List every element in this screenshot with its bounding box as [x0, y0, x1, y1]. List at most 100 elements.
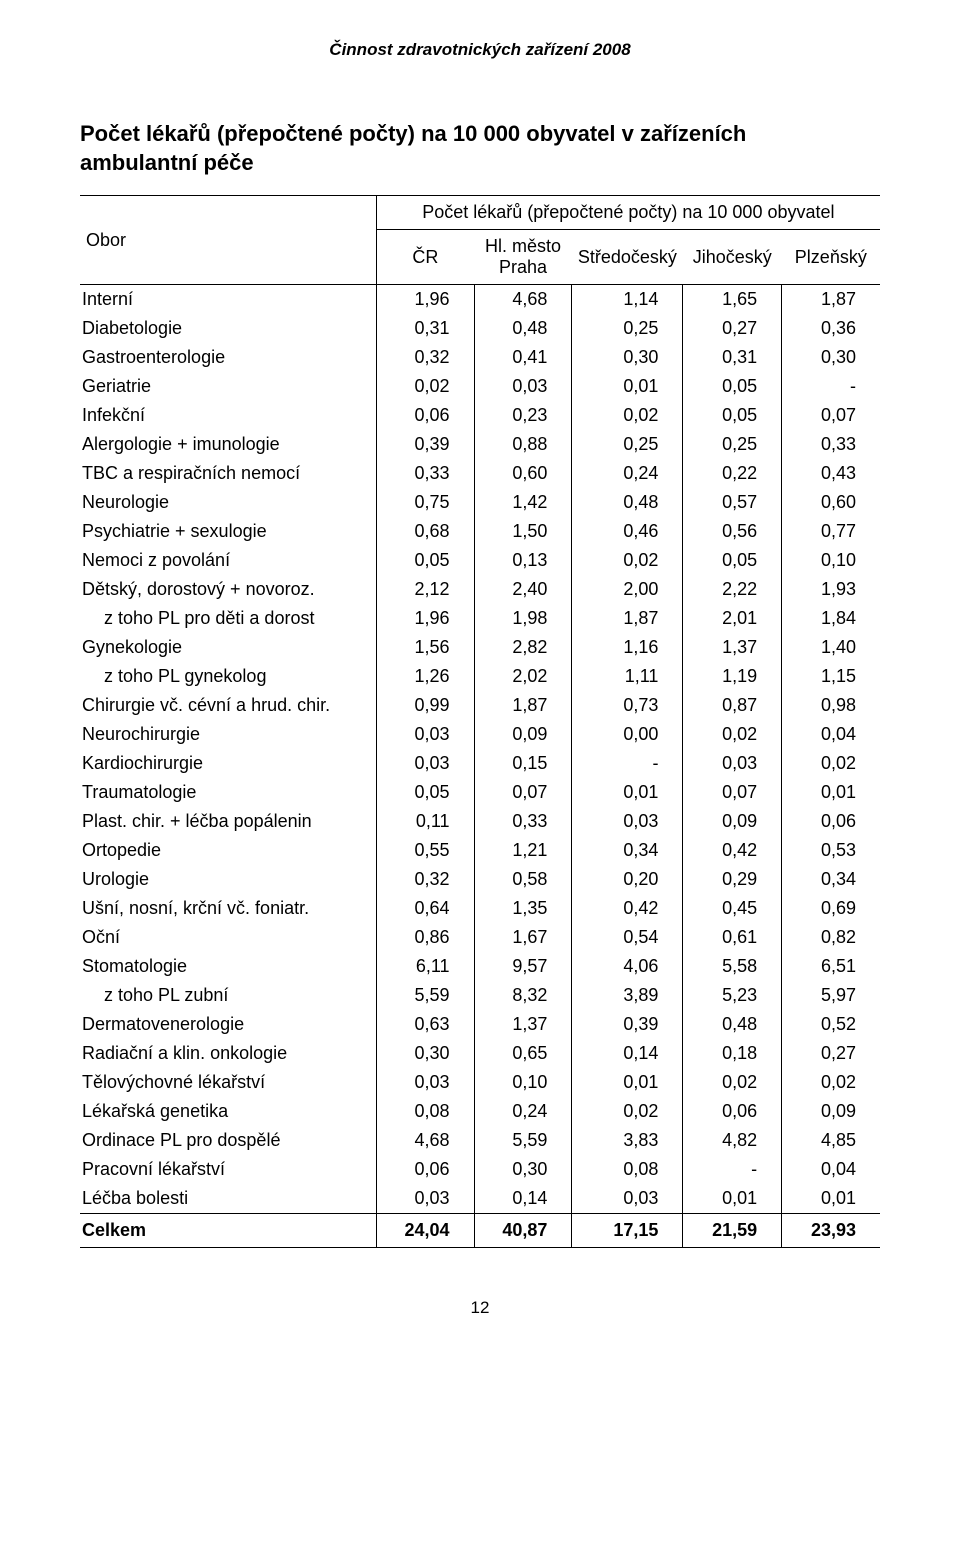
row-value: 0,09	[474, 720, 572, 749]
row-value: 0,09	[683, 807, 782, 836]
row-value: 0,03	[572, 1184, 683, 1214]
row-value: 0,03	[376, 720, 474, 749]
table-row: Léčba bolesti0,030,140,030,010,01	[80, 1184, 880, 1214]
table-row: Gastroenterologie0,320,410,300,310,30	[80, 343, 880, 372]
row-value: 0,87	[683, 691, 782, 720]
row-value: 0,61	[683, 923, 782, 952]
row-value: 0,02	[782, 749, 880, 778]
row-value: 0,03	[683, 749, 782, 778]
row-value: 0,48	[572, 488, 683, 517]
row-value: 3,89	[572, 981, 683, 1010]
row-value: 0,58	[474, 865, 572, 894]
header-col-0: ČR	[376, 230, 474, 285]
row-value: 0,30	[782, 343, 880, 372]
table-row: Chirurgie vč. cévní a hrud. chir.0,991,8…	[80, 691, 880, 720]
page-number: 12	[80, 1298, 880, 1318]
row-value: -	[782, 372, 880, 401]
row-label: Interní	[80, 285, 376, 315]
row-value: 1,35	[474, 894, 572, 923]
row-value: 1,96	[376, 285, 474, 315]
row-value: 1,56	[376, 633, 474, 662]
row-value: 4,85	[782, 1126, 880, 1155]
table-row: Ortopedie0,551,210,340,420,53	[80, 836, 880, 865]
row-value: 1,14	[572, 285, 683, 315]
row-value: 0,10	[782, 546, 880, 575]
row-value: 1,19	[683, 662, 782, 691]
row-label: Chirurgie vč. cévní a hrud. chir.	[80, 691, 376, 720]
row-value: 0,52	[782, 1010, 880, 1039]
row-value: 0,48	[474, 314, 572, 343]
row-value: 1,26	[376, 662, 474, 691]
row-value: 0,34	[782, 865, 880, 894]
row-label: Stomatologie	[80, 952, 376, 981]
row-value: 0,57	[683, 488, 782, 517]
row-value: 0,98	[782, 691, 880, 720]
row-value: 1,65	[683, 285, 782, 315]
row-value: 2,82	[474, 633, 572, 662]
row-value: 0,65	[474, 1039, 572, 1068]
row-value: 0,48	[683, 1010, 782, 1039]
row-value: 0,08	[376, 1097, 474, 1126]
title-line-1: Počet lékařů (přepočtené počty) na 10 00…	[80, 121, 746, 146]
table-row: Kardiochirurgie0,030,15-0,030,02	[80, 749, 880, 778]
row-value: 0,86	[376, 923, 474, 952]
table-super-header-row: Obor Počet lékařů (přepočtené počty) na …	[80, 196, 880, 230]
row-value: 0,06	[683, 1097, 782, 1126]
row-value: 0,75	[376, 488, 474, 517]
table-row: Ordinace PL pro dospělé4,685,593,834,824…	[80, 1126, 880, 1155]
row-label: Ortopedie	[80, 836, 376, 865]
row-value: 1,50	[474, 517, 572, 546]
row-value: 0,03	[376, 1184, 474, 1214]
total-value: 23,93	[782, 1214, 880, 1248]
row-value: 0,05	[683, 401, 782, 430]
row-value: 0,06	[376, 1155, 474, 1184]
row-label: Ušní, nosní, krční vč. foniatr.	[80, 894, 376, 923]
row-value: 0,32	[376, 865, 474, 894]
row-value: 1,11	[572, 662, 683, 691]
data-table: Obor Počet lékařů (přepočtené počty) na …	[80, 195, 880, 1248]
row-value: 1,40	[782, 633, 880, 662]
row-value: 0,23	[474, 401, 572, 430]
table-body: Interní1,964,681,141,651,87Diabetologie0…	[80, 285, 880, 1248]
header-col-2: Středočeský	[572, 230, 683, 285]
running-header: Činnost zdravotnických zařízení 2008	[80, 40, 880, 60]
row-value: 0,31	[683, 343, 782, 372]
header-col-3: Jihočeský	[683, 230, 782, 285]
row-value: 0,02	[572, 546, 683, 575]
row-value: 0,18	[683, 1039, 782, 1068]
row-value: 0,01	[782, 778, 880, 807]
row-value: -	[683, 1155, 782, 1184]
row-value: 4,68	[474, 285, 572, 315]
row-value: 0,05	[683, 546, 782, 575]
row-label: Geriatrie	[80, 372, 376, 401]
row-value: 0,25	[572, 314, 683, 343]
row-label: Gynekologie	[80, 633, 376, 662]
row-value: 1,16	[572, 633, 683, 662]
row-label: Dermatovenerologie	[80, 1010, 376, 1039]
row-value: 0,32	[376, 343, 474, 372]
row-value: 0,22	[683, 459, 782, 488]
row-value: 0,54	[572, 923, 683, 952]
row-value: 0,08	[572, 1155, 683, 1184]
row-value: 0,10	[474, 1068, 572, 1097]
row-label: Tělovýchovné lékařství	[80, 1068, 376, 1097]
row-value: 0,31	[376, 314, 474, 343]
row-value: 0,55	[376, 836, 474, 865]
row-value: 4,82	[683, 1126, 782, 1155]
row-value: 0,24	[474, 1097, 572, 1126]
row-value: 0,39	[376, 430, 474, 459]
row-value: 0,25	[683, 430, 782, 459]
page-title: Počet lékařů (přepočtené počty) na 10 00…	[80, 120, 880, 177]
row-value: 0,07	[474, 778, 572, 807]
title-line-2: ambulantní péče	[80, 150, 254, 175]
total-value: 24,04	[376, 1214, 474, 1248]
row-value: 0,33	[376, 459, 474, 488]
row-value: 4,06	[572, 952, 683, 981]
header-col-4: Plzeňský	[782, 230, 880, 285]
row-value: 1,87	[474, 691, 572, 720]
row-value: 0,42	[572, 894, 683, 923]
total-value: 17,15	[572, 1214, 683, 1248]
row-value: -	[572, 749, 683, 778]
row-label: Alergologie + imunologie	[80, 430, 376, 459]
row-label: Psychiatrie + sexulogie	[80, 517, 376, 546]
